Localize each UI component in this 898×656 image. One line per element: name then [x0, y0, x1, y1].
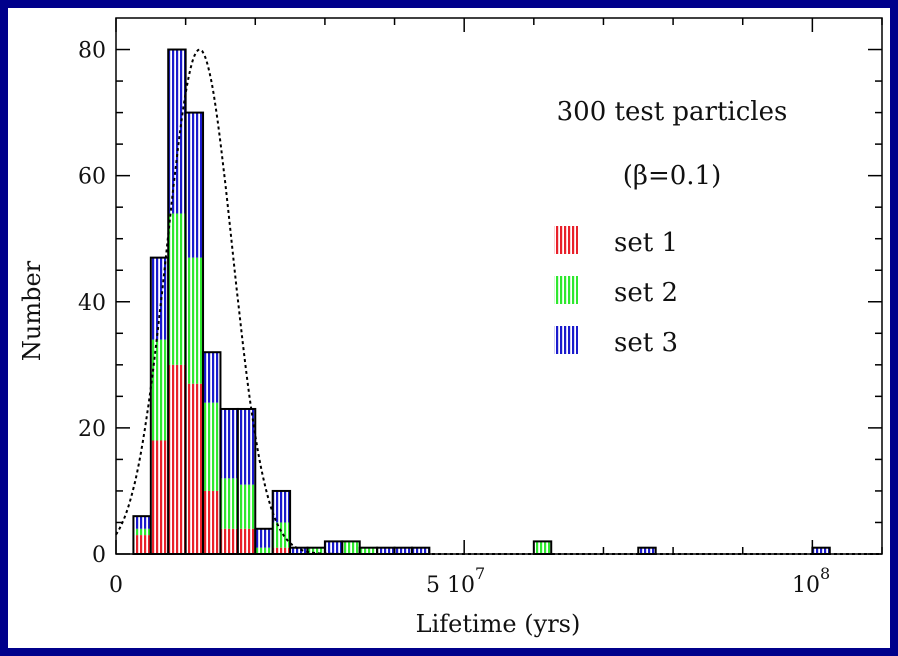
- bar-set3: [185, 112, 204, 258]
- annotation-beta: (β=0.1): [623, 161, 721, 191]
- bar-set2: [203, 402, 221, 491]
- bar-set1: [220, 528, 238, 554]
- bar-set1: [237, 528, 256, 554]
- bar-set2: [342, 541, 360, 554]
- bar-set2: [168, 213, 186, 365]
- bar-set3: [812, 547, 830, 554]
- x-tick-label-5e7: 5 107: [426, 564, 485, 598]
- bar-set1: [168, 364, 186, 554]
- legend-label-set3: set 3: [614, 328, 678, 358]
- figure-frame: 0 20 40 60 80 0 5 107 108 Lifetime (yrs) Num…: [8, 8, 890, 648]
- bar-set2: [220, 478, 238, 529]
- bar-set3: [377, 547, 395, 554]
- legend-label-set2: set 2: [614, 278, 678, 308]
- bar-set1: [185, 383, 204, 554]
- bar-set1: [133, 535, 151, 554]
- y-tick-labels: 0 20 40 60 80: [78, 39, 106, 568]
- bar-set3: [290, 547, 308, 554]
- legend: set 1 set 2 set 3: [554, 226, 678, 358]
- bar-set2: [185, 257, 204, 384]
- y-tick-label: 0: [92, 543, 106, 568]
- x-tick-label-0: 0: [109, 573, 123, 598]
- bar-set3: [255, 528, 273, 548]
- y-tick-label: 40: [78, 291, 106, 316]
- histogram-chart: 0 20 40 60 80 0 5 107 108 Lifetime (yrs) Num…: [18, 17, 883, 638]
- bar-set3: [133, 516, 151, 529]
- bar-set2: [533, 541, 552, 554]
- legend-swatch-set2: [554, 276, 578, 304]
- annotation-particles: 300 test particles: [557, 97, 788, 127]
- bar-set3: [638, 547, 656, 554]
- bar-set2: [359, 547, 378, 554]
- bar-set1: [272, 547, 291, 554]
- bar-set2: [150, 339, 169, 441]
- bar-set3: [394, 547, 412, 554]
- legend-swatch-set3: [554, 326, 578, 354]
- bar-set3: [203, 352, 221, 403]
- y-axis-title: Number: [18, 260, 46, 361]
- legend-swatch-set1: [554, 226, 578, 254]
- bar-set3: [237, 408, 256, 485]
- bar-set3: [324, 541, 343, 554]
- y-tick-label: 60: [78, 165, 106, 190]
- bar-set3: [150, 257, 169, 340]
- bar-set3: [168, 49, 186, 214]
- plot-frame: [115, 17, 883, 555]
- bar-set3: [272, 490, 291, 523]
- bar-set1: [203, 490, 221, 554]
- bar-set2: [237, 484, 256, 529]
- ticks-layer: [115, 18, 883, 555]
- bar-set3: [220, 408, 238, 479]
- bar-set2: [133, 528, 151, 536]
- bar-set2: [272, 522, 291, 548]
- legend-label-set1: set 1: [614, 228, 678, 258]
- bar-set1: [150, 440, 169, 554]
- y-tick-label: 80: [78, 39, 106, 64]
- bar-set3: [411, 547, 430, 554]
- bar-set2: [255, 547, 273, 554]
- y-tick-label: 20: [78, 417, 106, 442]
- bar-set2: [307, 547, 325, 554]
- x-axis-title: Lifetime (yrs): [416, 610, 581, 638]
- x-tick-label-1e8: 108: [792, 564, 830, 598]
